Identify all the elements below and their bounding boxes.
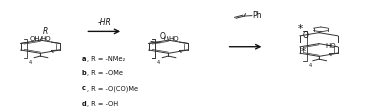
Text: HO: HO	[325, 43, 336, 49]
Text: HO: HO	[40, 36, 51, 42]
Text: R: R	[43, 27, 48, 36]
Text: *: *	[298, 24, 303, 34]
Text: O: O	[159, 33, 165, 42]
Text: $_4$: $_4$	[156, 58, 161, 67]
Text: Ph: Ph	[253, 11, 262, 20]
Text: d: d	[82, 101, 86, 107]
Text: OH: OH	[30, 36, 40, 42]
Text: c: c	[82, 85, 85, 91]
Text: , R = -OH: , R = -OH	[87, 101, 118, 107]
Text: O: O	[303, 31, 309, 40]
Text: $_4$: $_4$	[308, 61, 313, 70]
Text: -HR: -HR	[98, 18, 111, 27]
Text: a: a	[82, 56, 86, 62]
Text: $_4$: $_4$	[28, 58, 33, 67]
Text: , R = -NMe₂: , R = -NMe₂	[87, 56, 125, 62]
Text: b: b	[82, 70, 86, 76]
Text: *: *	[301, 47, 305, 57]
Text: HO: HO	[168, 36, 179, 42]
Text: , R = -OMe: , R = -OMe	[87, 70, 123, 76]
Text: , R = -O(CO)Me: , R = -O(CO)Me	[87, 85, 138, 92]
